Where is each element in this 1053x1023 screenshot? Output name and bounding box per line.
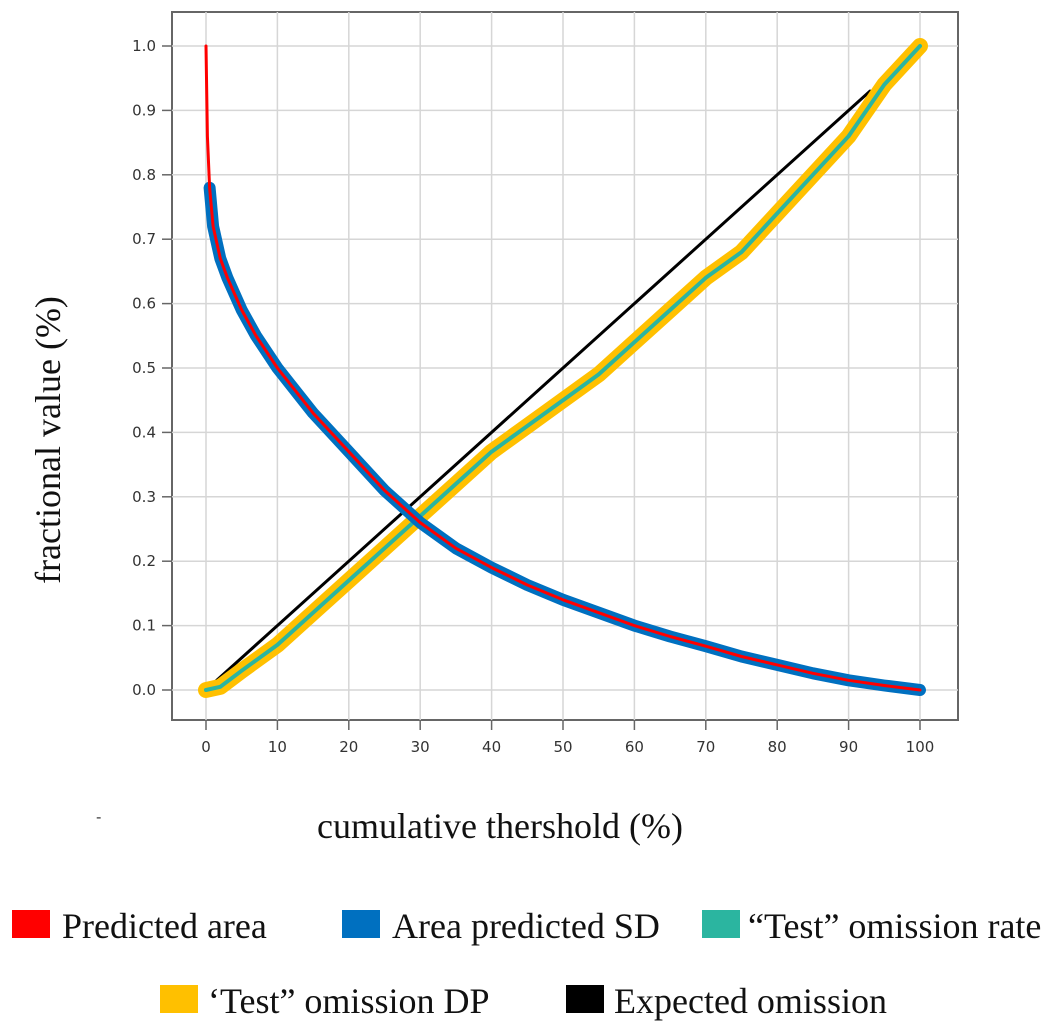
y-tick-label: 0.5 <box>132 359 156 377</box>
series-line-expected-omission <box>204 89 872 692</box>
y-tick-label: 0.6 <box>132 295 156 313</box>
x-tick-label: 90 <box>839 738 858 756</box>
stray-dash-mark: - <box>96 808 101 826</box>
x-axis-title: cumulative thershold (%) <box>317 806 683 846</box>
legend-swatch-predicted-area <box>12 910 50 938</box>
y-tick-labels: 0.0 0.1 0.2 0.3 0.4 0.5 0.6 0.7 0.8 0.9 1.0 <box>132 37 172 699</box>
y-tick-label: 0.9 <box>132 101 156 119</box>
legend-label-test-omission-rate: “Test” omission rate <box>748 906 1041 946</box>
legend-label-test-omission-dp: ‘Test” omission DP <box>208 981 489 1021</box>
legend-swatch-test-omission-dp <box>160 985 198 1013</box>
x-tick-label: 20 <box>339 738 358 756</box>
x-tick-label: 50 <box>553 738 572 756</box>
legend-swatch-expected-omission <box>566 985 604 1013</box>
legend-label-area-predicted-sd: Area predicted SD <box>392 906 660 946</box>
x-tick-label: 60 <box>625 738 644 756</box>
y-tick-label: 0.4 <box>132 423 156 441</box>
legend-swatch-test-omission-rate <box>702 910 740 938</box>
legend-swatch-area-predicted-sd <box>342 910 380 938</box>
x-tick-labels: 0 10 20 30 40 50 60 70 80 90 100 <box>201 720 934 756</box>
x-tick-label: 70 <box>696 738 715 756</box>
y-tick-label: 0.3 <box>132 488 156 506</box>
x-tick-label: 80 <box>768 738 787 756</box>
legend-label-expected-omission: Expected omission <box>614 981 887 1021</box>
series-line-test-omission-rate <box>204 44 922 692</box>
y-tick-label: 0.7 <box>132 230 156 248</box>
y-axis-title: fractional value (%) <box>28 296 68 584</box>
y-tick-label: 0.8 <box>132 166 156 184</box>
y-tick-label: 0.2 <box>132 552 156 570</box>
y-tick-label: 0.0 <box>132 681 156 699</box>
x-tick-label: 30 <box>411 738 430 756</box>
y-tick-label: 0.1 <box>132 617 156 635</box>
legend: Predicted area Area predicted SD “Test” … <box>12 906 1041 1021</box>
series-lines <box>198 38 928 698</box>
x-tick-label: 40 <box>482 738 501 756</box>
series-line-predicted-area <box>204 44 922 692</box>
legend-label-predicted-area: Predicted area <box>62 906 267 946</box>
x-tick-label: 0 <box>201 738 211 756</box>
x-tick-label: 100 <box>906 738 935 756</box>
x-tick-label: 10 <box>268 738 287 756</box>
y-tick-label: 1.0 <box>132 37 156 55</box>
